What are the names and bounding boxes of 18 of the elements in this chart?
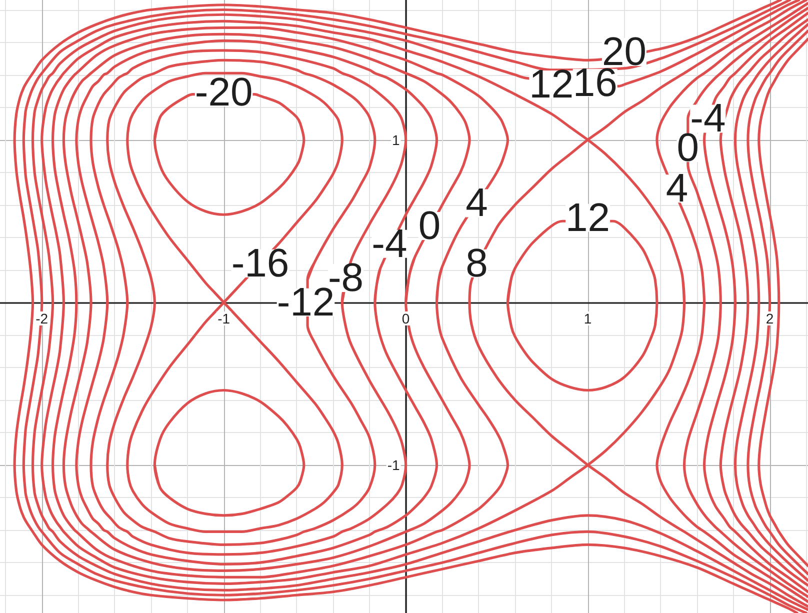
annotation: 4 (666, 166, 688, 211)
line-series (758, 38, 808, 568)
x-tick-label: 0 (402, 310, 410, 326)
annotation: -16 (231, 241, 290, 286)
annotation: 8 (466, 241, 488, 286)
annotation: 12 (566, 196, 610, 240)
line-series (90, 49, 408, 556)
annotation: 0 (418, 204, 441, 248)
line-series (746, 30, 808, 576)
annotation: 12 (529, 62, 574, 107)
annotation: -4 (372, 222, 408, 266)
line-series (153, 388, 306, 517)
x-tick-label: -1 (218, 310, 230, 326)
x-tick-label: -2 (36, 310, 48, 326)
x-tick-label: 2 (766, 310, 774, 326)
x-tick-label: 1 (584, 310, 592, 326)
annotation: 4 (466, 181, 488, 226)
annotation: -20 (194, 70, 253, 115)
